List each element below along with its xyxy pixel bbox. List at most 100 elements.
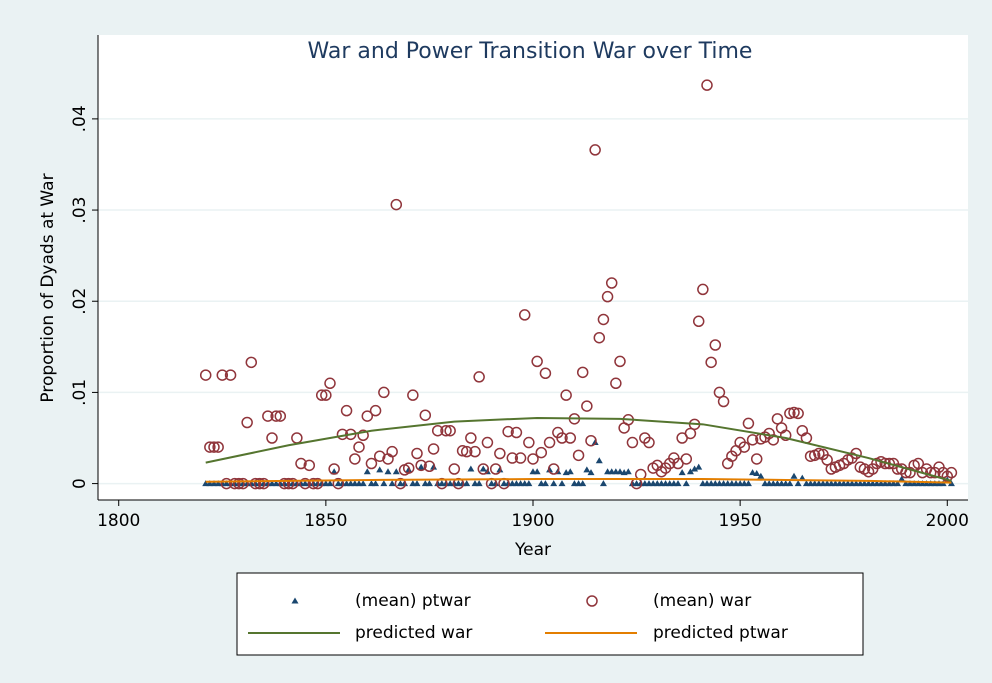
point	[330, 468, 338, 475]
legend-label: (mean) ptwar	[355, 591, 471, 611]
point	[415, 459, 427, 472]
point	[912, 457, 925, 470]
point	[626, 436, 639, 449]
point	[407, 389, 419, 401]
point	[792, 407, 804, 420]
legend-marker	[291, 597, 299, 604]
point	[579, 480, 587, 487]
point	[767, 434, 780, 446]
point	[384, 468, 392, 475]
point	[392, 468, 400, 475]
point	[713, 386, 726, 399]
point	[419, 409, 432, 421]
point	[527, 453, 539, 465]
point	[249, 477, 262, 490]
point	[241, 416, 253, 429]
point	[369, 404, 382, 417]
point	[204, 441, 216, 453]
point	[212, 441, 224, 453]
point	[624, 468, 632, 475]
point	[460, 445, 473, 458]
point	[674, 480, 682, 487]
point	[502, 425, 514, 438]
point	[566, 468, 574, 475]
point	[597, 313, 610, 326]
point	[583, 466, 591, 473]
point	[405, 466, 413, 473]
point	[253, 477, 266, 490]
point	[365, 457, 378, 470]
x-tick-label: 1850	[304, 511, 347, 531]
point	[473, 371, 485, 383]
point	[411, 447, 423, 460]
legend-label: (mean) war	[653, 591, 751, 611]
point	[525, 480, 533, 487]
point	[390, 198, 403, 211]
point	[701, 79, 713, 91]
plot-area	[98, 35, 968, 500]
point	[332, 477, 345, 490]
point	[610, 377, 622, 390]
point	[749, 469, 757, 476]
point	[479, 465, 487, 472]
point	[295, 457, 307, 470]
point	[431, 424, 444, 437]
legend-label: predicted ptwar	[653, 623, 788, 643]
point	[742, 417, 755, 430]
point	[440, 424, 452, 437]
point	[359, 480, 367, 487]
point	[614, 355, 626, 368]
point	[328, 463, 340, 475]
y-tick-label: 0	[70, 478, 90, 489]
point	[746, 434, 759, 446]
point	[581, 400, 593, 412]
x-tick-label: 1950	[719, 511, 762, 531]
point	[353, 441, 365, 453]
point	[692, 315, 705, 328]
point	[448, 463, 461, 475]
y-axis-label: Proportion of Dyads at War	[38, 173, 58, 402]
point	[883, 457, 896, 470]
point	[572, 449, 585, 462]
point	[794, 480, 802, 487]
point	[423, 460, 436, 473]
point	[506, 452, 519, 464]
point	[558, 480, 566, 487]
point	[744, 480, 752, 487]
point	[481, 436, 494, 449]
point	[678, 469, 686, 476]
y-tick-label: .03	[70, 197, 90, 224]
point	[556, 432, 568, 444]
legend-label: predicted war	[355, 623, 472, 643]
point	[945, 466, 958, 479]
point	[546, 466, 554, 473]
point	[616, 468, 624, 475]
point	[784, 407, 796, 420]
point	[430, 463, 438, 470]
point	[514, 452, 527, 464]
point	[467, 465, 475, 472]
point	[595, 457, 603, 464]
point	[311, 477, 324, 490]
point	[233, 477, 245, 490]
point	[357, 429, 369, 442]
point	[523, 436, 535, 449]
point	[705, 356, 717, 369]
point	[601, 290, 614, 303]
point	[492, 480, 500, 487]
y-tick-label: .01	[70, 379, 90, 406]
point	[533, 468, 541, 475]
point	[303, 459, 316, 472]
point	[543, 436, 556, 449]
point	[286, 477, 299, 490]
point	[576, 366, 589, 379]
point	[786, 480, 794, 487]
x-tick-label: 1900	[511, 511, 554, 531]
legend-box	[236, 572, 864, 656]
point	[496, 466, 504, 473]
y-tick-label: .02	[70, 288, 90, 315]
point	[315, 389, 328, 401]
point	[709, 339, 722, 351]
point	[386, 445, 398, 458]
series-line	[205, 416, 952, 482]
